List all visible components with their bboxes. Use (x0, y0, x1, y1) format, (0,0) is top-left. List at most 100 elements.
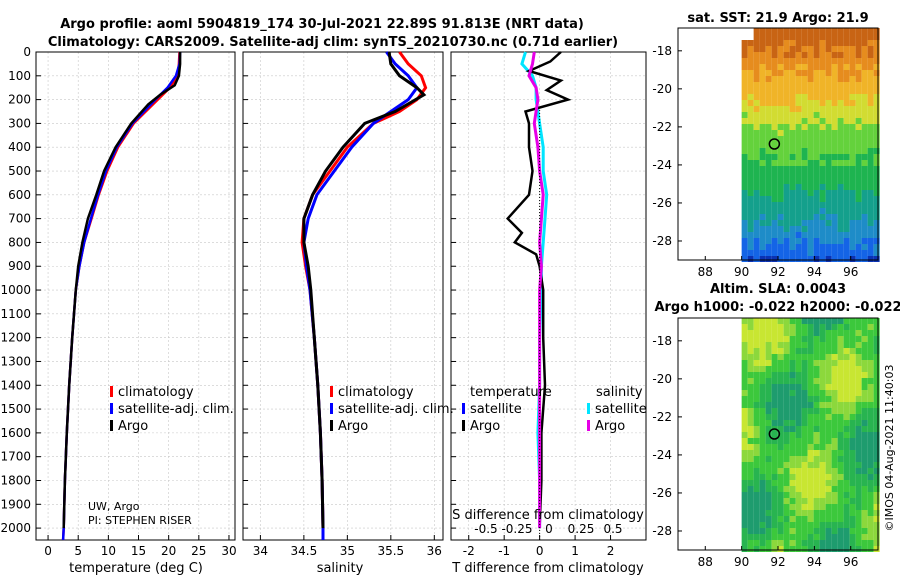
map-cell (837, 474, 844, 480)
map-cell (873, 408, 880, 414)
map-cell (837, 58, 844, 64)
map-cell (855, 46, 862, 52)
map-cell (855, 76, 862, 82)
map-cell (867, 528, 874, 534)
map-cell (783, 112, 790, 118)
map-cell (849, 136, 856, 142)
map-cell (801, 372, 808, 378)
map-cell (825, 372, 832, 378)
map-cell (747, 498, 754, 504)
map-cell (867, 64, 874, 70)
map-cell (819, 318, 826, 324)
map-cell (855, 372, 862, 378)
map-cell (867, 226, 874, 232)
map-cell (771, 232, 778, 238)
map-cell (783, 250, 790, 256)
map-cell (855, 426, 862, 432)
map-cell (813, 366, 820, 372)
map-cell (837, 208, 844, 214)
map-cell (813, 238, 820, 244)
map-cell (801, 208, 808, 214)
map-cell (831, 220, 838, 226)
map-cell (765, 184, 772, 190)
map-cell (843, 366, 850, 372)
map-cell (777, 462, 784, 468)
legend-climatology-swatch (110, 386, 113, 397)
map-cell (783, 196, 790, 202)
map-cell (771, 82, 778, 88)
map-cell (873, 136, 880, 142)
map-cell (783, 450, 790, 456)
map-cell (819, 462, 826, 468)
map-cell (831, 34, 838, 40)
map-cell (873, 28, 880, 34)
map-cell (861, 166, 868, 172)
map-cell (873, 354, 880, 360)
map-cell (813, 64, 820, 70)
map-cell (825, 366, 832, 372)
map-cell (783, 202, 790, 208)
y-tick-label: 1500 (0, 402, 31, 416)
y-tick-label: 0 (23, 45, 31, 59)
map-cell (807, 510, 814, 516)
map-cell (855, 232, 862, 238)
map-cell (777, 160, 784, 166)
map-cell (861, 178, 868, 184)
map-cell (807, 426, 814, 432)
map-cell (837, 184, 844, 190)
map-cell (855, 142, 862, 148)
map-cell (813, 142, 820, 148)
map-cell (837, 88, 844, 94)
map-cell (795, 46, 802, 52)
map-cell (747, 196, 754, 202)
map-cell (759, 342, 766, 348)
map-cell (789, 178, 796, 184)
map-cell (831, 250, 838, 256)
map-cell (801, 414, 808, 420)
map-cell (843, 378, 850, 384)
map-cell (843, 498, 850, 504)
map-cell (771, 396, 778, 402)
map-cell (771, 118, 778, 124)
map-cell (831, 130, 838, 136)
map-cell (825, 238, 832, 244)
map-cell (861, 184, 868, 190)
map-cell (825, 124, 832, 130)
map-cell (807, 118, 814, 124)
map-cell (861, 202, 868, 208)
map-cell (819, 366, 826, 372)
map-cell (855, 492, 862, 498)
map-cell (843, 384, 850, 390)
map-cell (771, 384, 778, 390)
map-cell (795, 474, 802, 480)
map-cell (777, 112, 784, 118)
legend-argo-label: Argo (118, 419, 148, 434)
map-cell (867, 88, 874, 94)
map-cell (861, 426, 868, 432)
map-cell (747, 540, 754, 546)
map-cell (807, 220, 814, 226)
y-tick-label: 1200 (0, 331, 31, 345)
map-cell (771, 366, 778, 372)
map-cell (759, 468, 766, 474)
map-cell (861, 516, 868, 522)
map-cell (843, 70, 850, 76)
map-cell (759, 378, 766, 384)
map-cell (771, 40, 778, 46)
map-cell (873, 172, 880, 178)
map-cell (861, 366, 868, 372)
map-cell (837, 468, 844, 474)
y-tick-label: 200 (8, 93, 31, 107)
map-cell (831, 244, 838, 250)
map-cell (861, 414, 868, 420)
map-cell (825, 130, 832, 136)
map-cell (873, 82, 880, 88)
map-cell (801, 462, 808, 468)
map-cell (867, 372, 874, 378)
map-cell (819, 94, 826, 100)
map-cell (825, 360, 832, 366)
map-cell (861, 106, 868, 112)
map-cell (795, 112, 802, 118)
map-cell (837, 336, 844, 342)
map-cell (813, 354, 820, 360)
